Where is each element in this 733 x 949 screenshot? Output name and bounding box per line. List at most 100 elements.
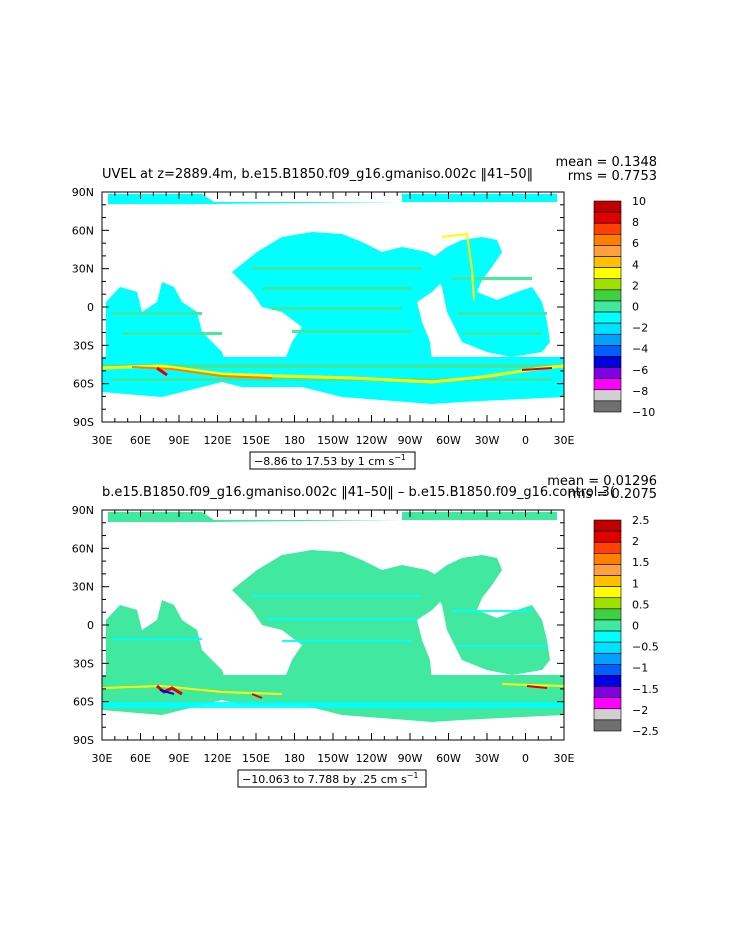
x-tick-label: 120W — [356, 434, 388, 447]
x-tick-label: 120E — [204, 752, 232, 765]
y-tick-label: 0 — [87, 619, 94, 632]
x-tick-label: 120W — [356, 752, 388, 765]
panel-1-arctic-ocean — [108, 194, 557, 204]
panel-1-ticks — [101, 191, 565, 423]
x-tick-label: 0 — [522, 434, 529, 447]
panel-1-range-box: −8.86 to 17.53 by 1 cm s−1 — [249, 451, 416, 470]
panel-1-stat-mean: mean = 0.1348 — [555, 155, 657, 170]
colorbar-label: 10 — [632, 195, 646, 208]
colorbar-label: −10 — [632, 406, 655, 419]
x-tick-label: 30E — [92, 752, 113, 765]
x-tick-label: 30E — [554, 752, 575, 765]
colorbar-swatch — [593, 575, 622, 587]
colorbar-swatch — [593, 311, 622, 324]
y-tick-label: 60S — [73, 696, 94, 709]
colorbar-swatch — [593, 200, 622, 213]
y-tick-label: 0 — [87, 301, 94, 314]
colorbar-swatch — [593, 256, 622, 268]
x-tick-label: 90W — [398, 752, 423, 765]
y-tick-label: 90S — [73, 734, 94, 747]
x-tick-label: 30W — [475, 752, 500, 765]
panel-1-field-highlights — [102, 232, 564, 384]
panel-2-colorbar: 2.5 2 1.5 1 0.5 0 −0.5 −1 −1.5 −2 −2.5 — [593, 514, 659, 738]
panel-1-stat-rms: rms = 0.7753 — [568, 169, 657, 184]
colorbar-swatch — [593, 267, 622, 280]
colorbar-swatch — [593, 519, 622, 532]
colorbar-swatch — [593, 345, 622, 357]
colorbar-swatch — [593, 211, 622, 224]
x-tick-label: 0 — [522, 752, 529, 765]
colorbar-label: −2 — [632, 322, 648, 335]
x-tick-label: 90E — [169, 752, 190, 765]
y-tick-label: 90N — [72, 186, 94, 199]
colorbar-label: 2 — [632, 535, 639, 548]
panel-1-pacific-ocean — [232, 232, 447, 367]
colorbar-label: −2 — [632, 704, 648, 717]
colorbar-swatch — [593, 564, 622, 576]
colorbar-swatch — [593, 597, 622, 610]
x-tick-label: 150E — [242, 434, 270, 447]
colorbar-label: −4 — [632, 343, 648, 356]
colorbar-label: 0 — [632, 620, 639, 633]
x-tick-label: 30W — [475, 434, 500, 447]
panel-2-southern-ocean — [102, 675, 564, 722]
panel-2-pacific-ocean — [232, 550, 447, 685]
panel-2-stat-mean: mean = 0.01296 — [547, 474, 657, 489]
x-tick-label: 60E — [130, 434, 151, 447]
colorbar-label: 8 — [632, 216, 639, 229]
colorbar-swatch — [593, 675, 622, 687]
y-tick-label: 90N — [72, 504, 94, 517]
colorbar-swatch — [593, 630, 622, 643]
colorbar-swatch — [593, 322, 622, 335]
panel-2-field-streaks — [102, 595, 564, 708]
colorbar-label: −2.5 — [632, 725, 659, 738]
panel-1-atlantic-ocean — [427, 237, 550, 357]
panel-2-stat-rms: rms = 0.2075 — [568, 487, 657, 502]
colorbar-label: 6 — [632, 237, 639, 250]
x-tick-label: 150W — [317, 434, 349, 447]
panel-2-arctic-ocean — [108, 512, 557, 522]
panel-1-colorbar: 10 8 6 4 2 0 −2 −4 −6 −8 −10 — [593, 195, 655, 419]
x-tick-label: 60W — [436, 752, 461, 765]
colorbar-label: 1 — [632, 577, 639, 590]
colorbar-swatch — [593, 356, 622, 368]
colorbar-swatch — [593, 641, 622, 654]
panel-1-range-label: −8.86 to 17.53 by 1 cm s−1 — [254, 453, 406, 468]
colorbar-label: 2.5 — [632, 514, 650, 527]
y-tick-label: 30S — [73, 339, 94, 352]
colorbar-swatch — [593, 708, 622, 721]
panel-2-x-tick-labels: 30E 60E 90E 120E 150E 180 150W 120W 90W 60W 30W 0 30… — [92, 752, 575, 765]
panel-2-field-highlights — [102, 683, 564, 699]
panel-1-title: UVEL at z=2889.4m, b.e15.B1850.f09_g16.g… — [102, 167, 533, 182]
x-tick-label: 120E — [204, 434, 232, 447]
x-tick-label: 30E — [92, 434, 113, 447]
colorbar-swatch — [593, 389, 622, 402]
colorbar-swatch — [593, 541, 622, 554]
colorbar-swatch — [593, 289, 622, 302]
colorbar-swatch — [593, 686, 622, 698]
colorbar-swatch — [593, 300, 622, 313]
colorbar-swatch — [593, 222, 622, 235]
colorbar-swatch — [593, 719, 622, 732]
colorbar-swatch — [593, 378, 622, 391]
y-tick-label: 30N — [72, 581, 94, 594]
x-tick-label: 150W — [317, 752, 349, 765]
colorbar-swatch — [593, 608, 622, 621]
panel-1-indian-ocean — [106, 282, 227, 367]
colorbar-swatch — [593, 245, 622, 257]
panel-2-map — [102, 510, 564, 740]
colorbar-label: −0.5 — [632, 641, 659, 654]
panel-1-map — [102, 192, 564, 422]
colorbar-label: −6 — [632, 364, 648, 377]
x-tick-label: 90E — [169, 434, 190, 447]
panel-2-range-label: −10.063 to 7.788 by .25 cm s−1 — [242, 771, 419, 786]
y-tick-label: 30S — [73, 657, 94, 670]
colorbar-label: −1 — [632, 662, 648, 675]
colorbar-swatch — [593, 652, 622, 665]
colorbar-swatch — [593, 234, 622, 246]
colorbar-swatch — [593, 697, 622, 710]
panel-2-y-tick-labels: 90N 60N 30N 0 30S 60S 90S — [72, 504, 94, 747]
panel-1-x-tick-labels: 30E 60E 90E 120E 150E 180 150W 120W 90W 60W 30W 0 30… — [92, 434, 575, 447]
panel-2-indian-ocean — [106, 600, 227, 685]
